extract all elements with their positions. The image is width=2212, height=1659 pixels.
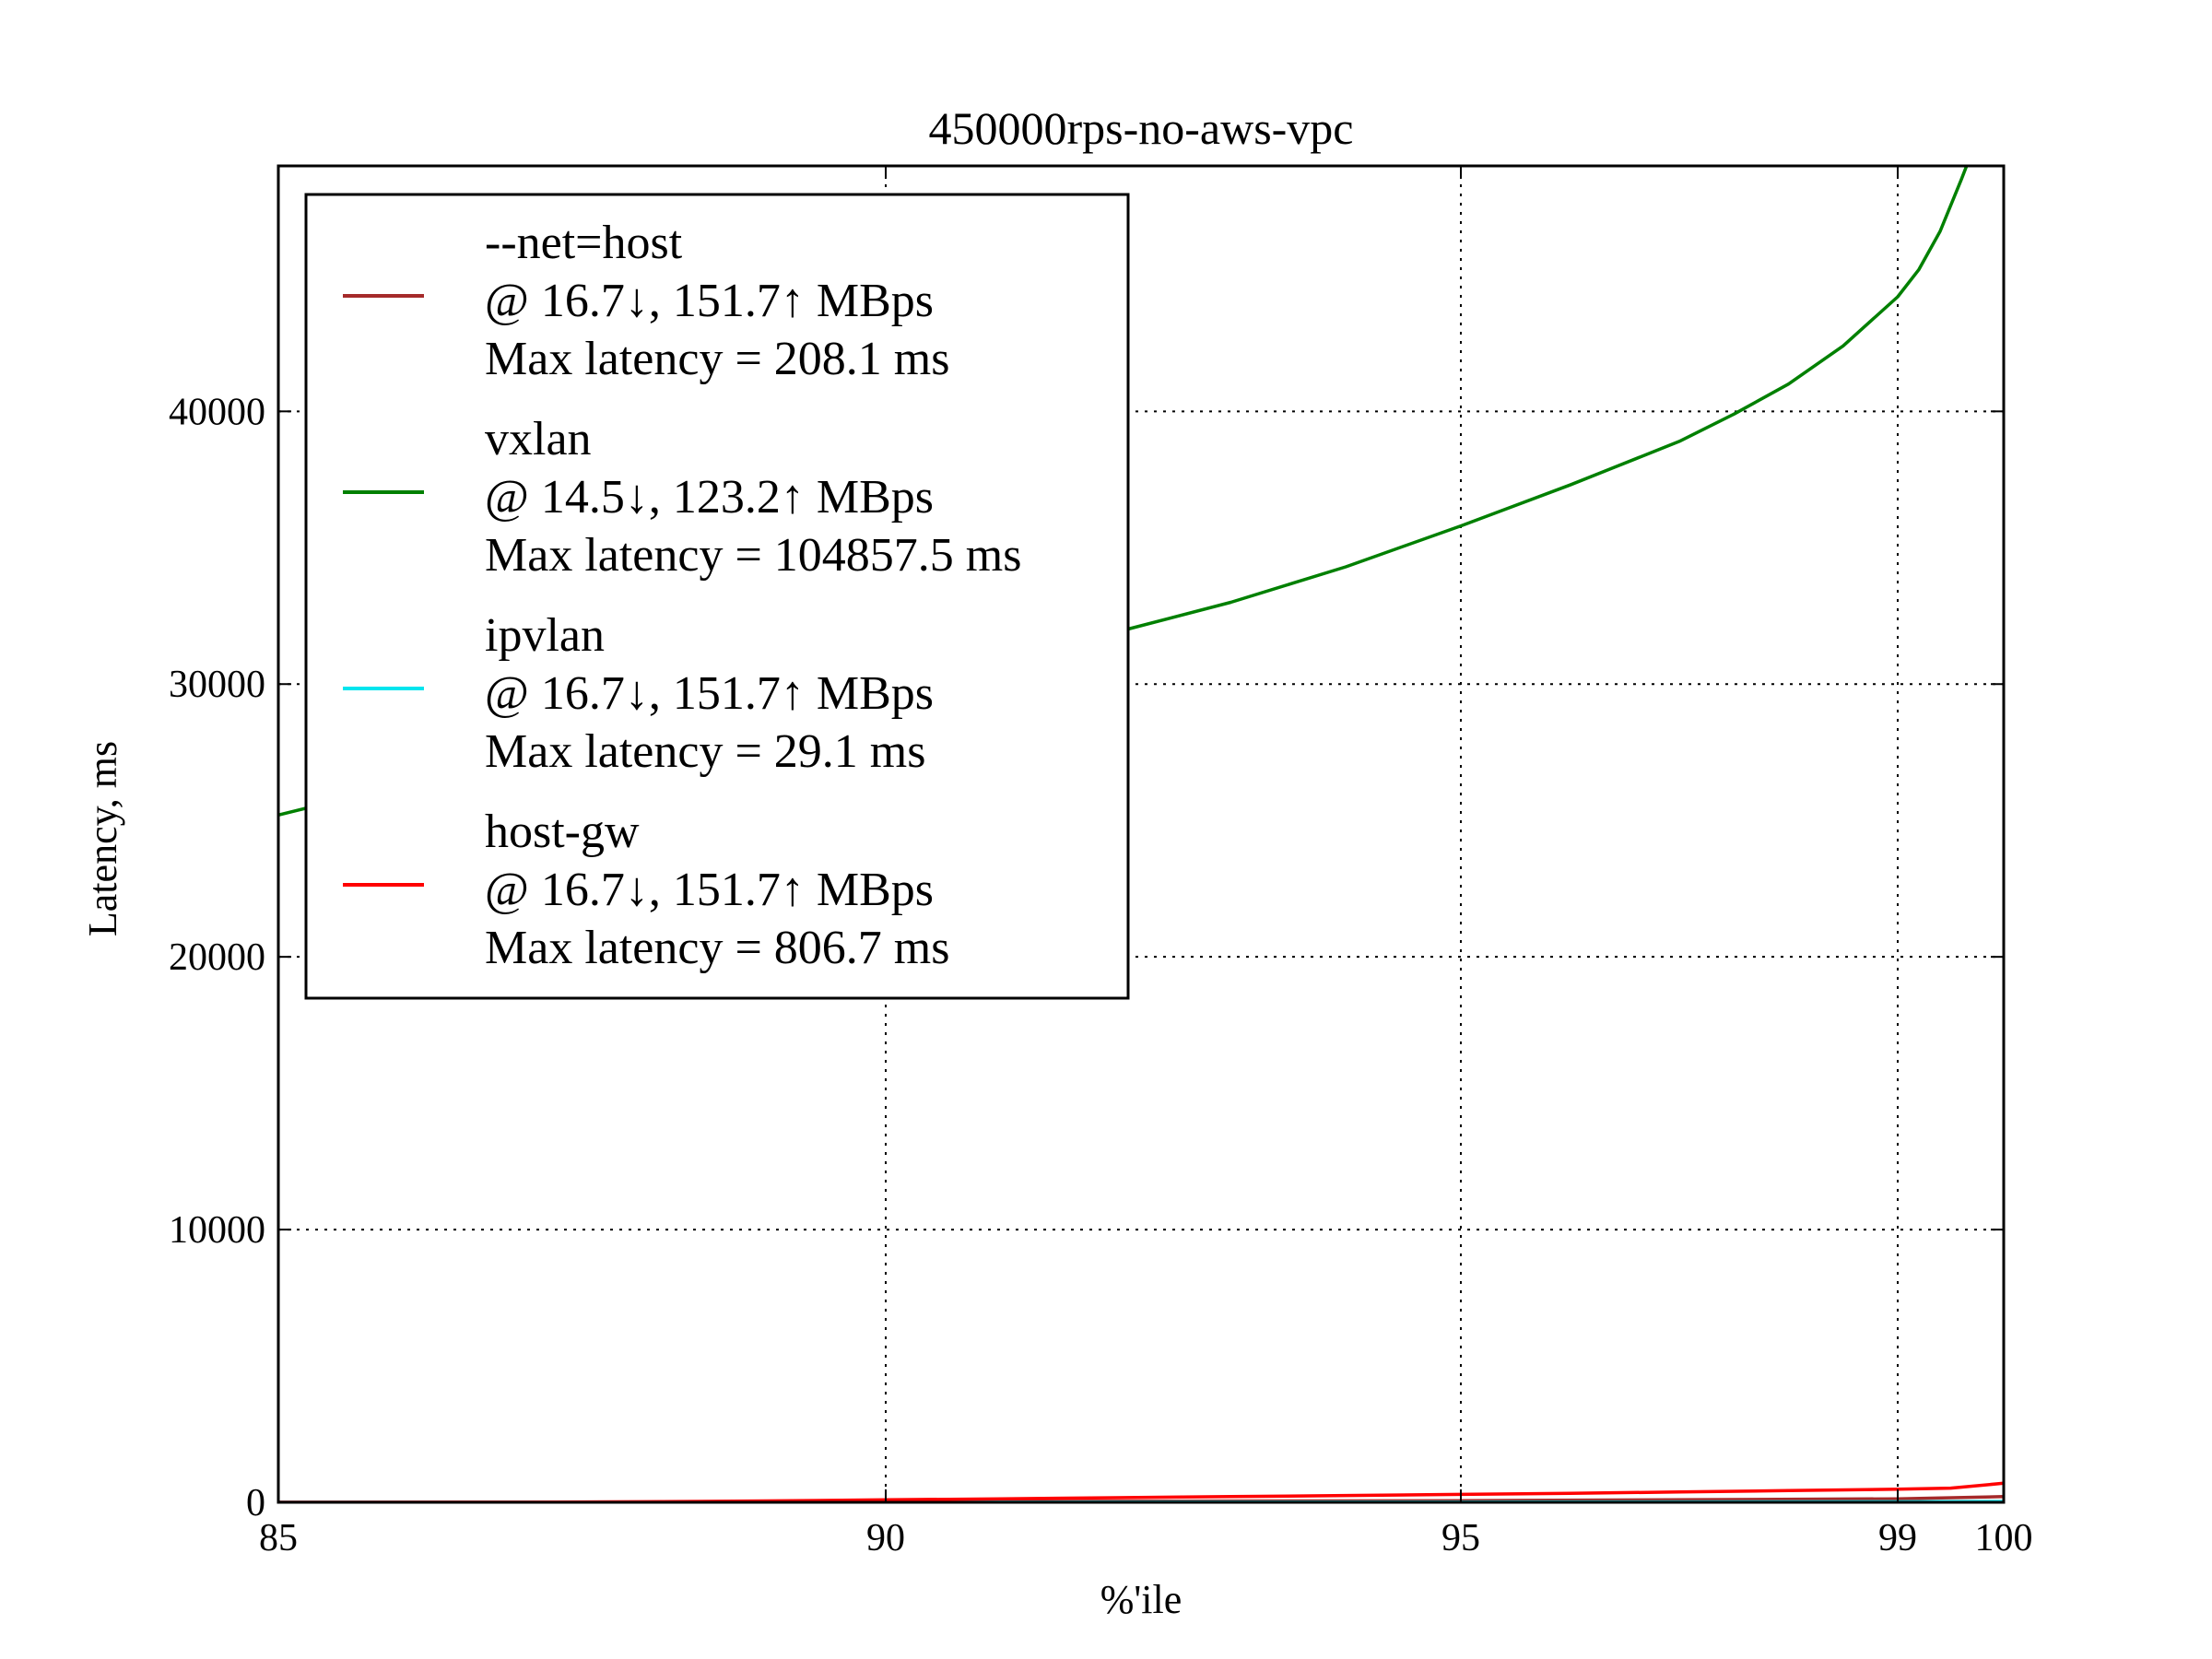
chart-title: 450000rps-no-aws-vpc [928,102,1353,154]
y-axis-label: Latency, ms [80,741,125,936]
legend-label-vxlan: vxlan [485,413,592,465]
x-axis-label: %'ile [1100,1577,1182,1622]
legend-label-net-host: --net=host [485,217,683,269]
legend-label-vxlan: Max latency = 104857.5 ms [485,529,1021,582]
legend-label-host-gw: host-gw [485,806,640,858]
x-tick-label: 90 [866,1517,905,1559]
legend-label-net-host: @ 16.7↓, 151.7↑ MBps [485,275,934,327]
y-tick-label: 40000 [169,391,265,433]
y-tick-label: 30000 [169,664,265,706]
y-axis-ticks: 0 10000 20000 30000 40000 [169,391,2004,1524]
legend-label-ipvlan: ipvlan [485,609,605,662]
x-tick-label: 85 [259,1517,298,1559]
legend-label-ipvlan: @ 16.7↓, 151.7↑ MBps [485,667,934,720]
x-tick-label: 100 [1975,1517,2033,1559]
plot-frame [276,164,2006,1504]
x-tick-label: 95 [1441,1517,1480,1559]
legend-label-net-host: Max latency = 208.1 ms [485,333,949,385]
legend-label-vxlan: @ 14.5↓, 123.2↑ MBps [485,471,934,524]
x-tick-label: 99 [1878,1517,1917,1559]
x-axis-ticks: 85 90 95 99 100 [259,166,2033,1559]
y-tick-label: 20000 [169,936,265,979]
legend-box [304,193,1130,1000]
legend-label-host-gw: @ 16.7↓, 151.7↑ MBps [485,864,934,916]
legend-label-ipvlan: Max latency = 29.1 ms [485,725,925,778]
y-tick-label: 0 [246,1482,265,1524]
legend-label-host-gw: Max latency = 806.7 ms [485,922,949,974]
y-tick-label: 10000 [169,1209,265,1252]
